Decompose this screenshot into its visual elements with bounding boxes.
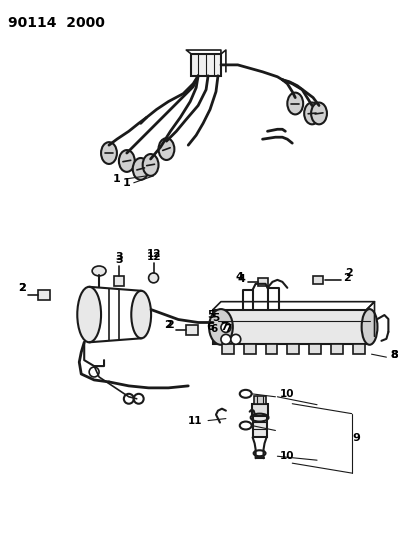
Text: 12: 12 (146, 252, 161, 262)
Text: 9: 9 (353, 433, 361, 443)
Ellipse shape (119, 150, 135, 172)
Text: 6: 6 (211, 325, 218, 334)
Text: 2: 2 (343, 273, 351, 283)
Ellipse shape (101, 142, 117, 164)
Ellipse shape (311, 102, 327, 124)
Text: 10: 10 (279, 451, 294, 461)
Ellipse shape (287, 93, 303, 115)
Ellipse shape (304, 102, 320, 124)
Text: 4: 4 (236, 272, 244, 282)
Bar (253, 416, 267, 438)
Text: 2: 2 (164, 320, 172, 330)
Text: 2: 2 (166, 320, 174, 330)
Ellipse shape (131, 291, 151, 338)
Ellipse shape (148, 273, 158, 283)
Bar (213, 310, 367, 344)
Text: 7: 7 (224, 325, 232, 334)
Text: 2: 2 (18, 283, 26, 293)
Ellipse shape (133, 158, 148, 180)
Ellipse shape (142, 154, 158, 176)
Text: 3: 3 (115, 255, 123, 265)
Ellipse shape (158, 138, 174, 160)
Bar (353, 344, 365, 354)
Text: 4: 4 (238, 274, 246, 284)
Circle shape (89, 367, 99, 377)
Text: 3: 3 (115, 252, 123, 262)
Bar (191, 54, 221, 76)
Bar (114, 276, 124, 286)
Text: 1: 1 (113, 174, 121, 184)
Ellipse shape (77, 287, 101, 342)
Ellipse shape (209, 309, 233, 345)
Circle shape (134, 394, 144, 403)
Text: 11: 11 (187, 416, 202, 425)
Circle shape (124, 394, 134, 403)
Bar (252, 403, 267, 416)
Bar (313, 276, 323, 284)
Bar (309, 344, 321, 354)
Bar (222, 344, 234, 354)
Ellipse shape (92, 266, 106, 276)
Circle shape (221, 322, 231, 333)
Text: 12: 12 (146, 249, 161, 259)
Bar (265, 344, 277, 354)
Text: 8: 8 (390, 350, 398, 360)
Text: 2: 2 (345, 268, 353, 278)
Text: 6: 6 (206, 322, 214, 333)
Text: 7: 7 (220, 322, 228, 333)
Bar (244, 344, 256, 354)
Text: 8: 8 (390, 350, 398, 360)
Text: 5: 5 (213, 312, 220, 322)
Bar (38, 290, 49, 300)
Text: 2: 2 (18, 283, 26, 293)
Text: 1: 1 (123, 178, 131, 188)
Text: 90114  2000: 90114 2000 (8, 17, 105, 30)
Text: 5: 5 (207, 310, 215, 320)
Circle shape (221, 334, 231, 344)
Bar (287, 344, 299, 354)
Bar (258, 278, 267, 286)
Bar (254, 396, 265, 403)
Bar (331, 344, 343, 354)
Text: 10: 10 (279, 389, 294, 399)
Ellipse shape (362, 309, 377, 345)
Circle shape (231, 334, 241, 344)
Bar (186, 326, 198, 335)
